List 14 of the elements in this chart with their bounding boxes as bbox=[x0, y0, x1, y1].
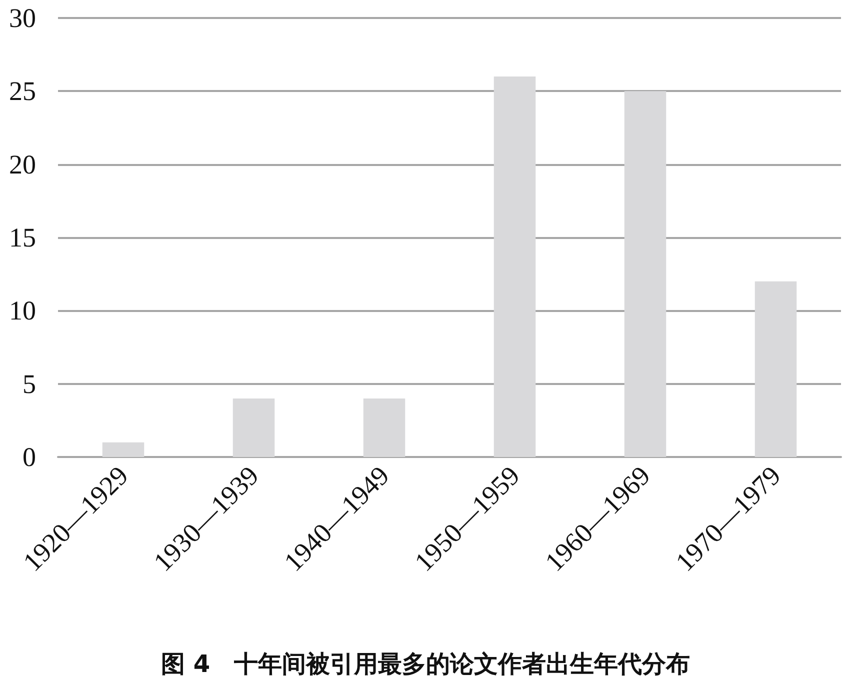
y-tick-label: 0 bbox=[22, 442, 36, 472]
y-tick-label: 5 bbox=[22, 368, 36, 399]
bar bbox=[624, 91, 666, 457]
bar bbox=[102, 442, 144, 457]
y-tick-label: 25 bbox=[9, 76, 36, 106]
y-tick-label: 10 bbox=[9, 296, 36, 326]
bar bbox=[754, 281, 797, 457]
text: 图 4 十年间被引用最多的论文作者出生年代分布 bbox=[160, 650, 690, 678]
bar bbox=[363, 398, 406, 457]
bar bbox=[232, 398, 275, 457]
y-tick-label: 30 bbox=[9, 3, 36, 33]
bar bbox=[494, 76, 536, 457]
y-tick-label: 20 bbox=[9, 149, 36, 180]
y-tick-label: 15 bbox=[9, 222, 36, 252]
